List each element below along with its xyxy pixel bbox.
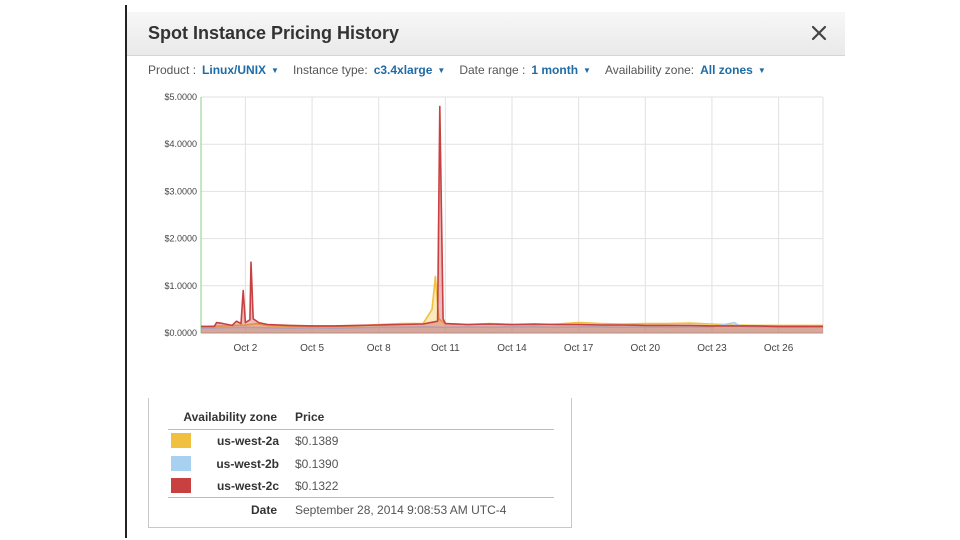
pricing-chart[interactable]: $5.0000 $4.0000 $3.0000 $2.0000 $1.0000 $0.00…: [0, 0, 960, 360]
date-range-value: 1 month: [531, 63, 579, 77]
x-tick-label: Oct 11: [431, 343, 460, 354]
availability-zone-value: All zones: [700, 63, 753, 77]
x-tick-label: Oct 20: [631, 343, 661, 354]
y-tick-label: $2.0000: [164, 234, 197, 244]
zone-column-header: Availability zone: [183, 410, 277, 424]
zone-name: us-west-2c: [216, 479, 279, 493]
x-tick-label: Oct 23: [697, 343, 727, 354]
legend-divider: [168, 497, 554, 498]
date-range-label: Date range :: [459, 63, 526, 77]
date-range-dropdown[interactable]: 1 month ▼: [531, 63, 591, 77]
y-tick-label: $1.0000: [164, 281, 197, 291]
chevron-down-icon: ▼: [271, 66, 279, 75]
filter-bar: Product : Linux/UNIX ▼ Instance type: c3.4xl…: [148, 63, 780, 81]
zone-price: $0.1390: [295, 457, 339, 471]
legend-divider: [168, 429, 554, 430]
color-swatch: [171, 433, 191, 448]
chevron-down-icon: ▼: [437, 66, 446, 75]
x-tick-label: Oct 5: [300, 343, 324, 354]
instance-type-dropdown[interactable]: c3.4xlarge ▼: [374, 63, 446, 77]
x-tick-label: Oct 26: [764, 343, 794, 354]
series-area-us-west-2b: [201, 322, 823, 333]
availability-zone-dropdown[interactable]: All zones ▼: [700, 63, 766, 77]
instance-type-value: c3.4xlarge: [373, 63, 433, 77]
product-label: Product :: [148, 63, 197, 77]
price-column-header: Price: [295, 410, 325, 424]
product-dropdown[interactable]: Linux/UNIX ▼: [202, 63, 279, 77]
instance-type-label: Instance type:: [292, 63, 368, 77]
legend-row[interactable]: us-west-2c $0.1322: [149, 475, 573, 497]
product-value: Linux/UNIX: [202, 63, 267, 77]
chevron-down-icon: ▼: [583, 66, 591, 75]
chevron-down-icon: ▼: [757, 66, 766, 75]
date-label: Date: [250, 503, 277, 517]
y-tick-label: $5.0000: [164, 92, 197, 102]
zone-price: $0.1322: [295, 479, 339, 493]
zone-name: us-west-2a: [216, 434, 279, 448]
availability-zone-label: Availability zone:: [604, 63, 695, 77]
color-swatch: [171, 478, 191, 493]
dialog-title: Spot Instance Pricing History: [148, 23, 400, 43]
legend-row[interactable]: us-west-2b $0.1390: [149, 453, 573, 475]
close-button[interactable]: [809, 22, 829, 44]
zone-price: $0.1389: [295, 434, 339, 448]
y-tick-label: $3.0000: [164, 186, 197, 196]
y-tick-label: $4.0000: [164, 139, 197, 149]
x-tick-label: Oct 14: [497, 343, 527, 354]
y-tick-label: $0.0000: [164, 328, 197, 338]
x-tick-label: Oct 8: [367, 343, 391, 354]
legend-row[interactable]: us-west-2a $0.1389: [149, 430, 573, 452]
zone-name: us-west-2b: [216, 457, 279, 471]
close-icon: [811, 25, 827, 41]
x-tick-label: Oct 17: [564, 343, 594, 354]
legend-panel: Availability zone Price us-west-2a $0.13…: [148, 398, 572, 528]
color-swatch: [171, 456, 191, 471]
date-value: September 28, 2014 9:08:53 AM UTC-4: [295, 503, 507, 517]
x-tick-label: Oct 2: [233, 343, 257, 354]
dialog-header: Spot Instance Pricing History: [127, 12, 845, 56]
series-line-us-west-2c: [201, 105, 823, 328]
left-divider: [125, 5, 127, 538]
